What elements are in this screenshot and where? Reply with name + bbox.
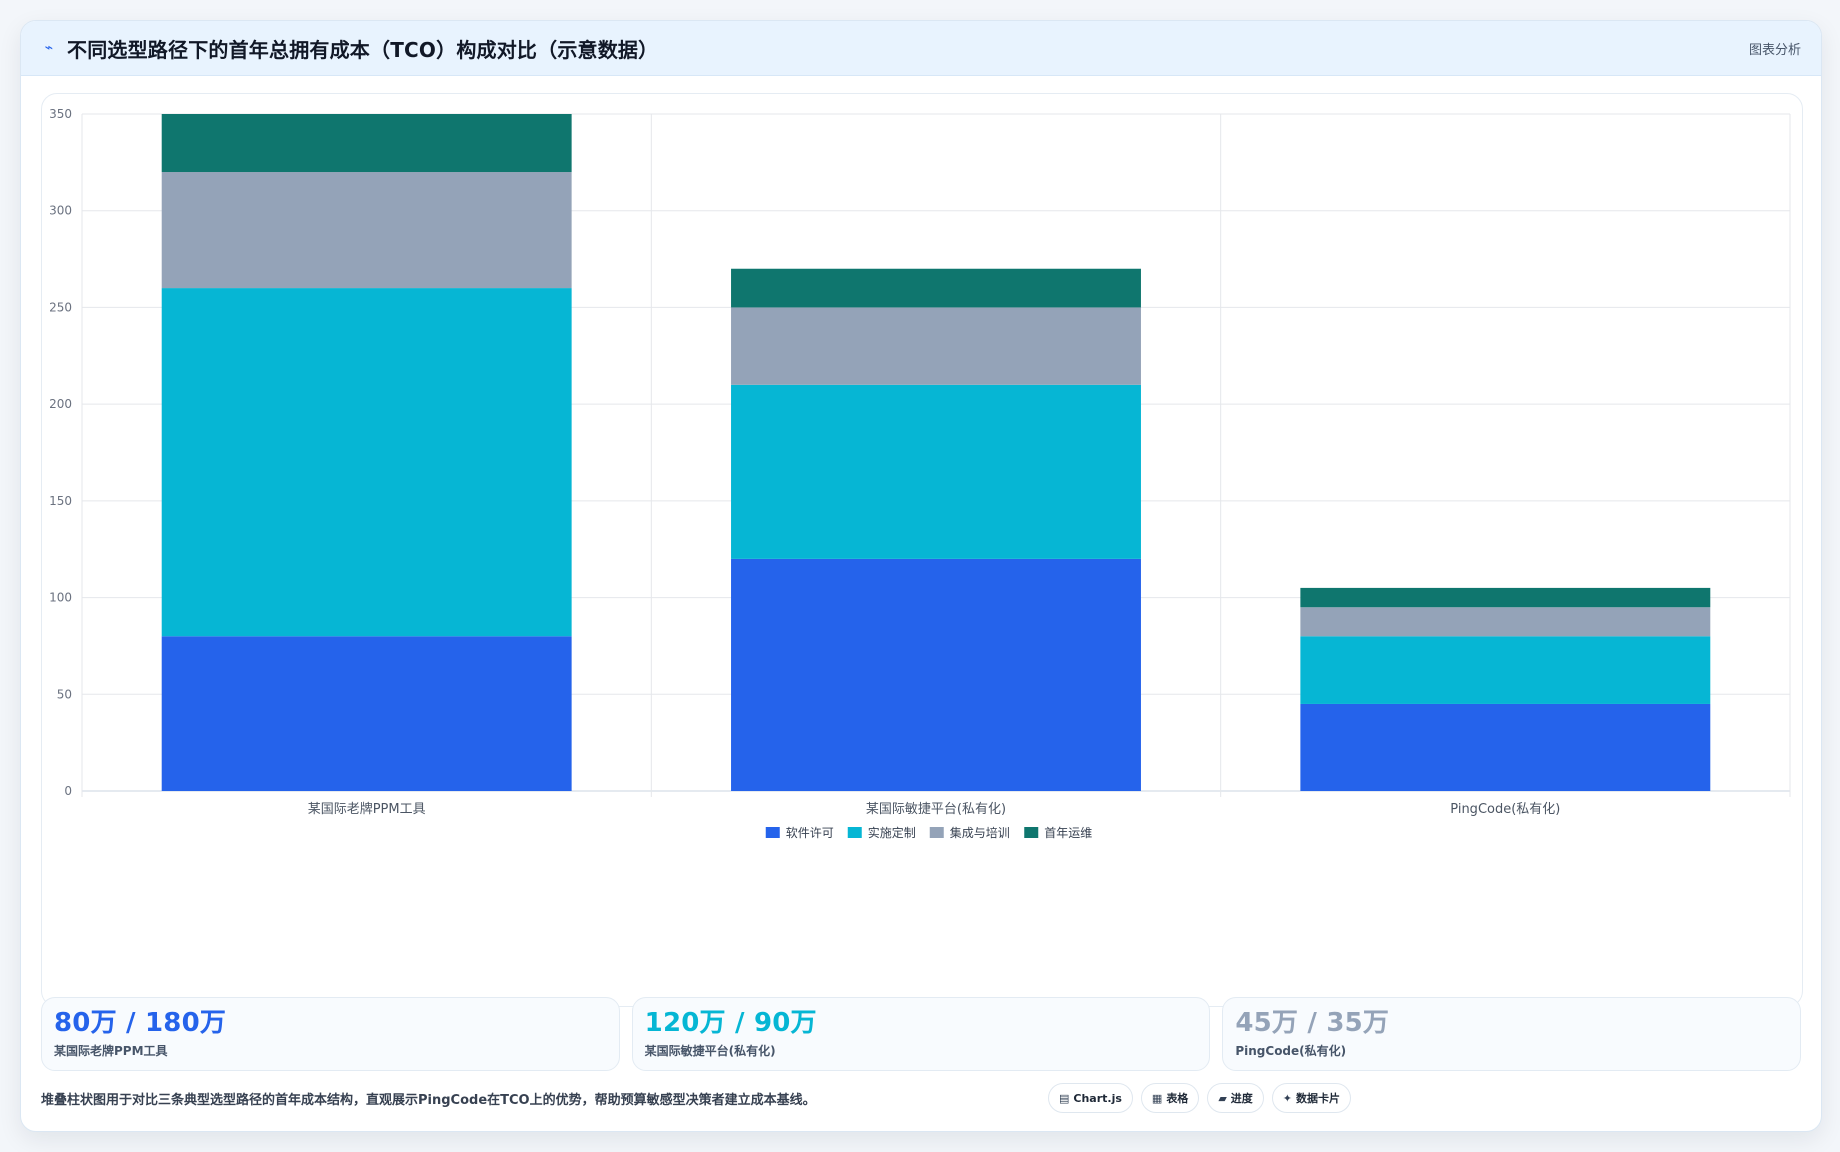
footer: 堆叠柱状图用于对比三条典型选型路径的首年成本结构，直观展示PingCode在TC… — [41, 1081, 1801, 1115]
y-tick-label: 200 — [49, 397, 72, 411]
stat-value: 120万 / 90万 — [644, 1008, 817, 1038]
bar-segment — [731, 307, 1141, 385]
legend-label: 软件许可 — [786, 826, 834, 840]
legend-swatch — [1024, 827, 1039, 838]
bar-segment — [1300, 607, 1711, 637]
chip-label: 表格 — [1166, 1092, 1189, 1105]
chart-card: 0 50 100 150 200 250 300 350 某国际老牌PPM工具 某国际敏捷平台(私… — [41, 93, 1803, 1007]
stat-cards: 80万 / 180万 某国际老牌PPM工具 120万 / 90万 某国际敏捷平台… — [41, 997, 1802, 1071]
legend-swatch — [765, 827, 780, 838]
bar-segment — [731, 268, 1141, 308]
stat-value: 45万 / 35万 — [1235, 1008, 1390, 1038]
stat-card: 120万 / 90万 某国际敏捷平台(私有化) — [631, 997, 1211, 1071]
chip-label: 数据卡片 — [1296, 1092, 1340, 1105]
y-tick-label: 100 — [49, 591, 72, 605]
chip-label: Chart.js — [1073, 1091, 1122, 1105]
x-tick-label: PingCode(私有化) — [1450, 802, 1560, 817]
legend-label: 实施定制 — [868, 825, 916, 840]
chart-analysis-button[interactable]: 图表分析 — [1748, 42, 1801, 58]
stat-label: PingCode(私有化) — [1235, 1044, 1347, 1058]
bar-segment — [161, 636, 572, 791]
bar-segment — [1300, 587, 1711, 608]
panel-header: ⌁ 不同选型路径下的首年总拥有成本（TCO）构成对比（示意数据） 图表分析 — [21, 21, 1821, 76]
legend-label: 首年运维 — [1044, 826, 1092, 840]
chart-icon: ▤ — [1058, 1091, 1070, 1105]
chip-data-card[interactable]: ✦ 数据卡片 — [1271, 1083, 1351, 1113]
y-tick-label: 350 — [49, 107, 72, 121]
line-chart-icon: ⌁ — [44, 40, 54, 56]
progress-icon: ▰ — [1218, 1091, 1227, 1105]
chip-label: 进度 — [1230, 1092, 1253, 1105]
bar-segment — [731, 558, 1141, 791]
chart-panel: ⌁ 不同选型路径下的首年总拥有成本（TCO）构成对比（示意数据） 图表分析 0 5… — [20, 20, 1822, 1132]
stat-label: 某国际敏捷平台(私有化) — [644, 1044, 776, 1058]
legend-label: 集成与培训 — [950, 825, 1010, 840]
stacked-bar-chart: 0 50 100 150 200 250 300 350 某国际老牌PPM工具 某国际敏捷平台(私… — [49, 107, 1791, 840]
bar-segment — [161, 172, 572, 289]
x-tick-label: 某国际敏捷平台(私有化) — [866, 802, 1006, 817]
legend-swatch — [847, 827, 862, 838]
chip-chartjs[interactable]: ▤ Chart.js — [1047, 1083, 1133, 1113]
y-tick-label: 50 — [57, 687, 72, 701]
chip-progress[interactable]: ▰ 进度 — [1207, 1083, 1264, 1113]
legend-swatch — [929, 827, 944, 838]
chart-description: 堆叠柱状图用于对比三条典型选型路径的首年成本结构，直观展示PingCode在TC… — [41, 1092, 816, 1108]
tag-chips: ▤ Chart.js ▦ 表格 ▰ 进度 ✦ 数据卡片 — [1047, 1083, 1351, 1113]
y-tick-label: 300 — [49, 204, 72, 218]
bar-segment — [161, 114, 572, 173]
bar-segment — [1300, 703, 1711, 791]
stat-card: 45万 / 35万 PingCode(私有化) — [1222, 997, 1802, 1071]
y-tick-label: 0 — [64, 784, 72, 798]
sparkle-icon: ✦ — [1282, 1091, 1292, 1105]
stat-label: 某国际老牌PPM工具 — [54, 1044, 168, 1058]
page-title: 不同选型路径下的首年总拥有成本（TCO）构成对比（示意数据） — [67, 37, 659, 62]
bar-segment — [731, 384, 1141, 559]
bar-segment — [1300, 636, 1711, 704]
chip-table[interactable]: ▦ 表格 — [1140, 1083, 1200, 1113]
stat-value: 80万 / 180万 — [54, 1008, 227, 1038]
x-tick-label: 某国际老牌PPM工具 — [308, 801, 426, 817]
y-tick-label: 150 — [49, 494, 72, 508]
y-tick-label: 250 — [49, 300, 72, 314]
stat-card: 80万 / 180万 某国际老牌PPM工具 — [41, 997, 620, 1071]
table-icon: ▦ — [1151, 1091, 1163, 1105]
bar-segment — [161, 288, 572, 637]
